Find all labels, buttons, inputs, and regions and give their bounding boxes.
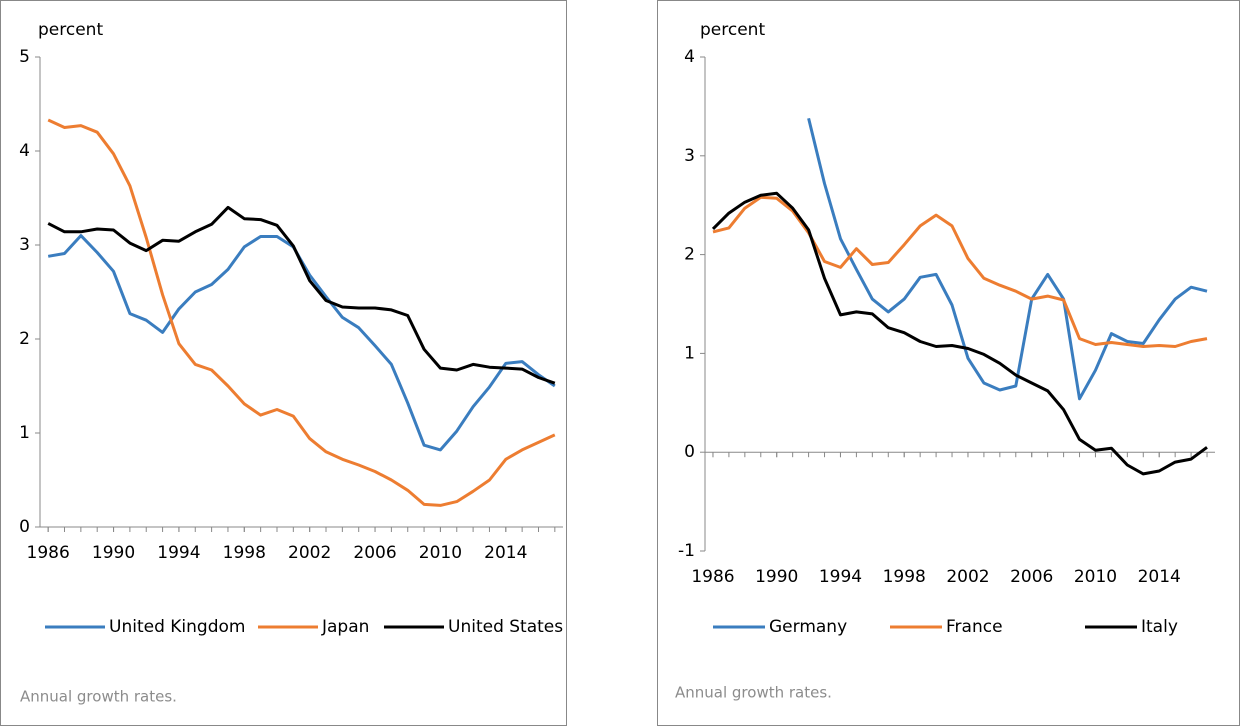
x-tick-label: 2014	[1138, 567, 1181, 587]
x-tick-label: 2006	[1010, 567, 1053, 587]
series-line	[47, 205, 556, 385]
y-tick-label: 0	[19, 517, 30, 537]
y-tick-label: -1	[678, 541, 695, 561]
x-tick-label: 2010	[1074, 567, 1117, 587]
x-tick-label: 1986	[691, 567, 734, 587]
x-tick-label: 1986	[27, 543, 70, 563]
y-tick-label: 3	[684, 146, 695, 166]
y-tick-label: 0	[684, 442, 695, 462]
y-tick-label: 2	[19, 329, 30, 349]
x-tick-label: 2006	[353, 543, 396, 563]
series-line	[711, 191, 1208, 476]
series-line	[712, 195, 1208, 348]
legend-label: Germany	[769, 617, 847, 637]
series-line	[47, 234, 556, 452]
legend-label: United Kingdom	[109, 617, 245, 637]
y-tick-label: 4	[19, 141, 30, 161]
legend-label: United States	[448, 617, 563, 637]
x-tick-label: 1994	[157, 543, 200, 563]
y-tick-label: 1	[684, 343, 695, 363]
series-line	[807, 117, 1208, 401]
note: Annual growth rates.	[20, 688, 177, 706]
legend-label: Italy	[1141, 617, 1178, 637]
legend-label: Japan	[321, 617, 369, 637]
x-tick-label: 1994	[819, 567, 862, 587]
legend-label: France	[946, 617, 1003, 637]
y-tick-label: 4	[684, 47, 695, 67]
y-axis-label: percent	[700, 20, 765, 40]
y-tick-label: 2	[684, 245, 695, 265]
note: Annual growth rates.	[675, 684, 832, 702]
y-axis-label: percent	[38, 20, 103, 40]
x-tick-label: 1998	[223, 543, 266, 563]
x-tick-label: 2002	[946, 567, 989, 587]
y-tick-label: 5	[19, 47, 30, 67]
series-line	[47, 118, 556, 507]
y-tick-label: 1	[19, 423, 30, 443]
x-tick-label: 1990	[92, 543, 135, 563]
x-tick-label: 1998	[883, 567, 926, 587]
x-tick-label: 2002	[288, 543, 331, 563]
y-tick-label: 3	[19, 235, 30, 255]
x-tick-label: 1990	[755, 567, 798, 587]
x-tick-label: 2014	[484, 543, 527, 563]
x-tick-label: 2010	[419, 543, 462, 563]
